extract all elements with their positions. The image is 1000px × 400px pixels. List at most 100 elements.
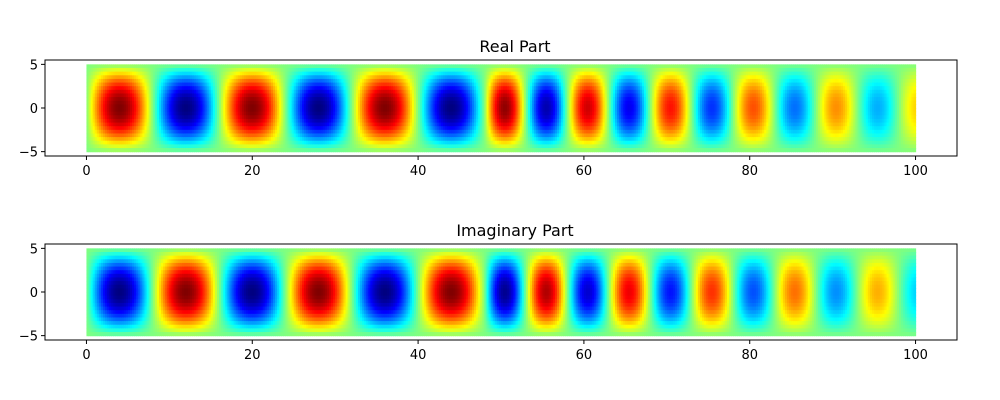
heat-cell bbox=[225, 64, 228, 69]
heat-cell bbox=[175, 89, 179, 95]
heat-cell bbox=[111, 122, 114, 127]
heat-cell bbox=[117, 122, 121, 127]
heat-cell bbox=[159, 144, 162, 149]
heat-cell bbox=[94, 129, 98, 135]
heat-cell bbox=[169, 140, 173, 145]
heat-cell bbox=[154, 78, 158, 84]
heat-cell bbox=[107, 133, 110, 138]
heat-cell bbox=[125, 68, 129, 73]
heat-cell bbox=[229, 129, 233, 135]
heat-cell bbox=[109, 97, 112, 102]
heat-cell bbox=[214, 97, 218, 102]
heat-cell bbox=[129, 82, 133, 87]
heat-cell bbox=[204, 86, 208, 91]
heat-cell bbox=[140, 148, 144, 153]
heat-cell bbox=[94, 86, 98, 91]
heat-cell bbox=[206, 71, 210, 76]
heat-cell bbox=[181, 97, 185, 102]
heat-cell bbox=[231, 71, 235, 76]
heat-cell bbox=[202, 86, 206, 91]
heat-cell bbox=[225, 129, 228, 135]
heat-cell bbox=[179, 89, 183, 95]
heat-cell bbox=[121, 82, 125, 87]
heat-cell bbox=[214, 140, 218, 145]
heat-cell bbox=[115, 89, 119, 95]
heat-cell bbox=[152, 86, 156, 91]
heat-cell bbox=[161, 75, 164, 80]
heat-cell bbox=[183, 137, 187, 142]
heat-cell bbox=[183, 122, 187, 127]
heat-cell bbox=[136, 89, 139, 95]
heat-cell bbox=[107, 111, 110, 116]
heat-cell bbox=[150, 140, 154, 145]
heat-cell bbox=[88, 115, 92, 120]
heat-cell bbox=[163, 78, 166, 84]
heat-cell bbox=[173, 71, 177, 76]
heat-cell bbox=[221, 133, 224, 138]
heat-cell bbox=[165, 133, 168, 138]
heat-cell bbox=[208, 115, 212, 120]
heat-cell bbox=[183, 64, 187, 69]
heat-cell bbox=[148, 68, 152, 73]
heat-cell bbox=[194, 78, 197, 84]
heat-cell bbox=[146, 126, 150, 131]
heat-cell bbox=[167, 104, 170, 109]
heat-cell bbox=[212, 97, 216, 102]
heat-cell bbox=[88, 122, 92, 127]
heat-cell bbox=[175, 64, 179, 69]
heat-cell bbox=[92, 97, 96, 102]
heat-cell bbox=[165, 82, 168, 87]
heat-cell bbox=[167, 100, 170, 105]
heat-cell bbox=[171, 148, 175, 153]
heat-cell bbox=[119, 133, 123, 138]
heat-cell bbox=[98, 111, 102, 116]
heat-cell bbox=[107, 100, 110, 105]
heat-cell bbox=[188, 108, 191, 113]
heat-cell bbox=[119, 89, 123, 95]
heat-cell bbox=[202, 122, 206, 127]
heat-cell bbox=[204, 115, 208, 120]
heat-cell bbox=[117, 93, 121, 98]
heat-cell bbox=[196, 82, 199, 87]
heat-cell bbox=[140, 64, 144, 69]
heat-cell bbox=[115, 115, 119, 120]
heat-cell bbox=[142, 71, 146, 76]
heat-cell bbox=[225, 86, 228, 91]
heat-cell bbox=[156, 97, 160, 102]
heat-cell bbox=[169, 126, 173, 131]
heat-cell bbox=[132, 82, 135, 87]
heat-cell bbox=[163, 111, 166, 116]
heat-cell bbox=[105, 97, 108, 102]
heat-cell bbox=[165, 115, 168, 120]
heat-cell bbox=[127, 75, 131, 80]
heat-cell bbox=[179, 118, 183, 124]
heat-cell bbox=[129, 86, 133, 91]
heat-cell bbox=[88, 129, 92, 135]
heat-cell bbox=[212, 118, 216, 124]
heat-cell bbox=[179, 100, 183, 105]
heat-cell bbox=[167, 115, 170, 120]
heat-cell bbox=[156, 126, 160, 131]
heat-cell bbox=[132, 93, 135, 98]
heat-cell bbox=[173, 122, 177, 127]
heat-cell bbox=[113, 133, 117, 138]
heat-cell bbox=[196, 140, 199, 145]
heat-cell bbox=[204, 108, 208, 113]
heat-cell bbox=[138, 100, 141, 105]
heat-cell bbox=[198, 111, 202, 116]
heat-cell bbox=[107, 144, 110, 149]
heat-cell bbox=[210, 97, 214, 102]
heat-cell bbox=[200, 129, 204, 135]
heat-cell bbox=[219, 129, 222, 135]
heat-cell bbox=[115, 133, 119, 138]
heat-cell bbox=[123, 140, 127, 145]
heat-cell bbox=[202, 75, 206, 80]
heat-cell bbox=[177, 104, 181, 109]
heat-cell bbox=[119, 100, 123, 105]
heat-cell bbox=[229, 144, 233, 149]
heat-cell bbox=[92, 82, 96, 87]
heat-cell bbox=[86, 64, 90, 69]
heat-cell bbox=[161, 64, 164, 69]
heat-cell bbox=[217, 68, 220, 73]
heat-cell bbox=[88, 148, 92, 153]
